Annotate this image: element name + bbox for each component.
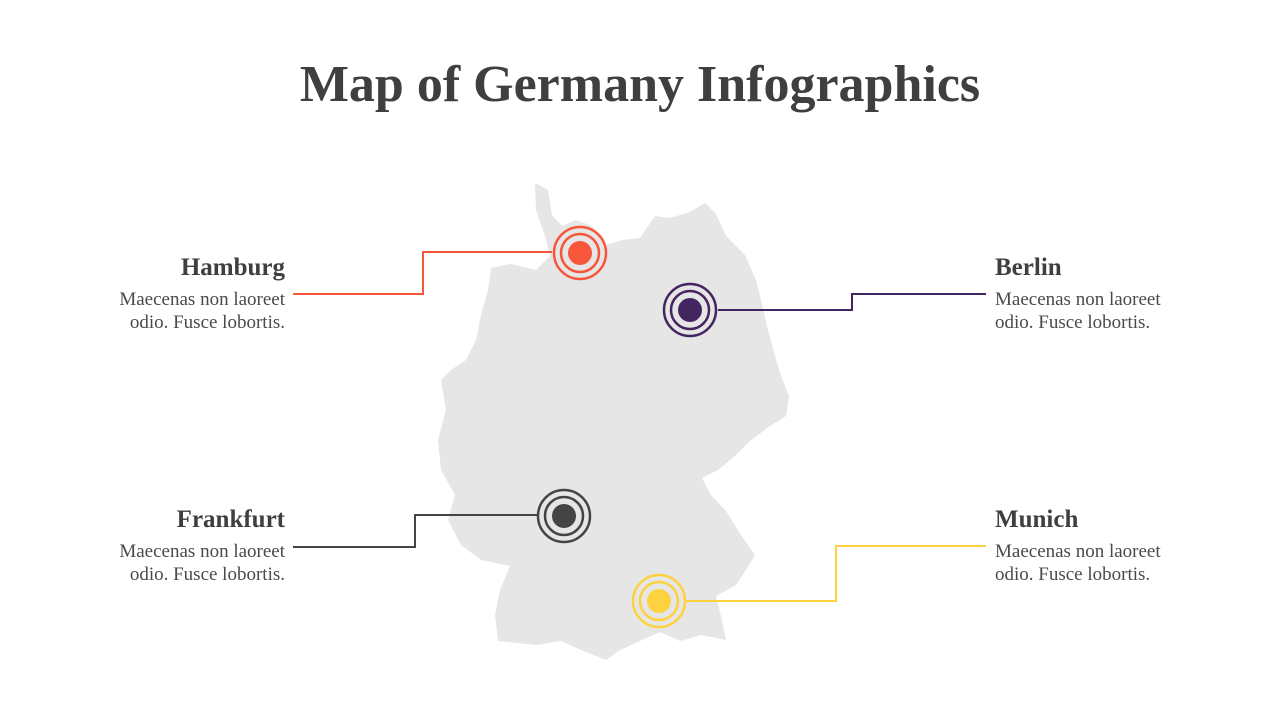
location-label: Hamburg Maecenas non laoreet odio. Fusce… <box>85 254 285 334</box>
marker-dot <box>647 589 671 613</box>
location-name: Munich <box>995 506 1079 533</box>
location-label: Frankfurt Maecenas non laoreet odio. Fus… <box>85 506 285 586</box>
connector-line <box>686 545 986 602</box>
marker-ring-outer <box>631 573 687 629</box>
location-text: Maecenas non laoreet odio. Fusce loborti… <box>119 541 285 585</box>
location-name: Hamburg <box>180 254 285 281</box>
location-label: Munich Maecenas non laoreet odio. Fusce … <box>995 506 1195 586</box>
marker-ring-inner <box>543 495 585 537</box>
marker-dot <box>678 298 702 322</box>
location-text: Maecenas non laoreet odio. Fusce loborti… <box>995 289 1161 333</box>
location-label: Berlin Maecenas non laoreet odio. Fusce … <box>995 254 1195 334</box>
location-text: Maecenas non laoreet odio. Fusce loborti… <box>995 541 1161 585</box>
marker-ring-inner <box>669 289 711 331</box>
connector-line <box>718 293 986 311</box>
marker-ring-outer <box>552 225 608 281</box>
marker-ring-inner <box>638 580 680 622</box>
connector-line <box>293 251 552 295</box>
slide-title: Map of Germany Infographics <box>299 56 981 113</box>
germany-map <box>438 183 789 660</box>
marker-dot <box>552 504 576 528</box>
marker-ring-outer <box>536 488 592 544</box>
location-name: Frankfurt <box>176 506 285 533</box>
location-text: Maecenas non laoreet odio. Fusce loborti… <box>119 289 285 333</box>
marker-ring-inner <box>559 232 601 274</box>
connector-line <box>293 514 537 548</box>
marker-ring-outer <box>662 282 718 338</box>
location-name: Berlin <box>995 254 1062 281</box>
marker-dot <box>568 241 592 265</box>
